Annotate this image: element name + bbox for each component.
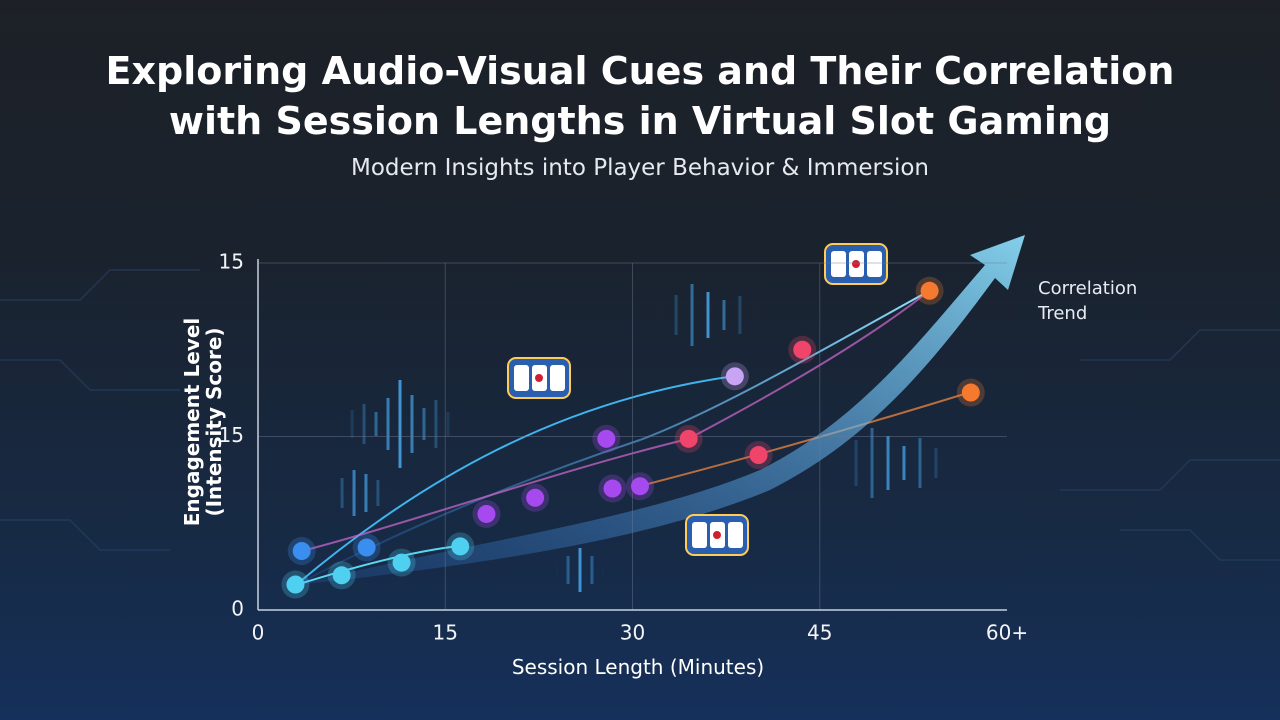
point xyxy=(961,383,980,402)
point xyxy=(286,575,305,594)
y-axis-label: Engagement Level (Intensity Score) xyxy=(180,317,226,527)
point xyxy=(725,367,744,386)
point xyxy=(292,542,311,561)
point xyxy=(630,477,649,496)
annotation: Correlation Trend xyxy=(1038,278,1138,324)
trend-arrow xyxy=(296,235,1025,585)
slot-icons xyxy=(507,243,888,556)
circuit-lines xyxy=(0,269,1280,561)
point xyxy=(597,429,616,448)
x-tick-label: 15 xyxy=(433,621,458,645)
y-tick-label: 15 xyxy=(219,423,244,447)
x-tick-label: 45 xyxy=(807,621,832,645)
x-tick-label: 60+ xyxy=(986,621,1028,645)
title-line: Exploring Audio-Visual Cues and Their Co… xyxy=(105,49,1175,93)
x-tick-label: 30 xyxy=(620,621,645,645)
point xyxy=(332,566,351,585)
point xyxy=(392,553,411,572)
x-axis-label: Session Length (Minutes) xyxy=(511,655,765,679)
y-tick-label: 0 xyxy=(231,597,244,621)
y-tick-label: 15 xyxy=(219,250,244,274)
point xyxy=(679,429,698,448)
title-line: with Session Lengths in Virtual Slot Gam… xyxy=(168,99,1112,143)
point xyxy=(920,281,939,300)
point xyxy=(526,488,545,507)
point xyxy=(749,446,768,465)
x-tick-label: 0 xyxy=(252,621,265,645)
point xyxy=(357,538,376,557)
subtitle: Modern Insights into Player Behavior & I… xyxy=(351,155,929,181)
title: Exploring Audio-Visual Cues and Their Co… xyxy=(0,46,1280,146)
point xyxy=(451,537,470,556)
waveforms xyxy=(310,284,985,592)
point xyxy=(477,504,496,523)
point xyxy=(603,479,622,498)
point xyxy=(793,340,812,359)
